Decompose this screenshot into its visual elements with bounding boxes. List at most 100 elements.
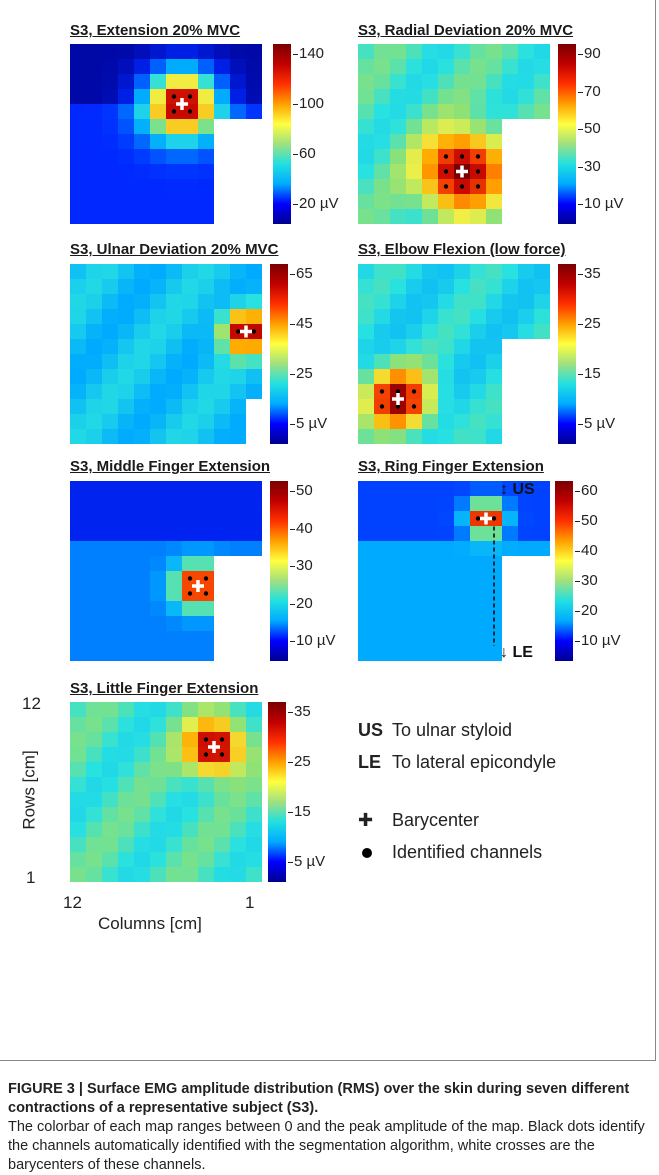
identified-channel-dot — [443, 154, 449, 159]
col-left-label: 12 — [63, 893, 82, 912]
heatmap-cell — [454, 309, 470, 324]
barycenter-cross — [208, 741, 220, 753]
heatmap-cell — [214, 59, 230, 74]
heatmap-cell — [118, 179, 134, 194]
heatmap-cell — [230, 792, 246, 807]
heatmap-cell — [182, 134, 198, 149]
colorbar-tick: 65 — [290, 265, 313, 282]
heatmap-cell — [86, 194, 102, 209]
heatmap-cell — [86, 481, 102, 496]
heatmap-cell — [230, 526, 246, 541]
heatmap-cell — [182, 179, 198, 194]
heatmap-cell — [374, 369, 390, 384]
heatmap-cell — [118, 429, 134, 444]
heatmap-cell — [198, 384, 214, 399]
heatmap-cell — [438, 119, 454, 134]
heatmap-cell — [470, 44, 486, 59]
heatmap-cell — [454, 399, 470, 414]
heatmap-cell — [86, 616, 102, 631]
heatmap-cell — [166, 59, 182, 74]
heatmap-cell — [230, 59, 246, 74]
heatmap-cell — [150, 89, 166, 104]
barycenter-cross — [456, 165, 468, 178]
heatmap-cell — [470, 119, 486, 134]
heatmap-cell — [134, 414, 150, 429]
heatmap-cell — [470, 556, 486, 571]
heatmap-cell — [358, 571, 374, 586]
heatmap-cell — [534, 526, 550, 541]
heatmap-cell — [374, 294, 390, 309]
heatmap-cell — [470, 526, 486, 541]
heatmap-cell — [150, 149, 166, 164]
heatmap-cell — [214, 104, 230, 119]
heatmap-cell — [230, 717, 246, 732]
identified-channel-dot — [251, 329, 257, 334]
heatmap-cell — [102, 747, 118, 762]
heatmap-cell — [486, 429, 502, 444]
heatmap-cell — [214, 837, 230, 852]
heatmap-cell — [438, 59, 454, 74]
legend-barycenter: ✚ Barycenter — [358, 810, 480, 830]
heatmap-cell — [134, 279, 150, 294]
heatmap-cell — [422, 264, 438, 279]
row-top-label: 12 — [22, 694, 41, 713]
heatmap-cell — [438, 209, 454, 224]
heatmap-cell — [534, 294, 550, 309]
heatmap-cell — [198, 631, 214, 646]
heatmap-cell — [198, 119, 214, 134]
heatmap-cell — [166, 822, 182, 837]
heatmap-cell — [86, 867, 102, 882]
heatmap-cell — [486, 209, 502, 224]
colorbar-tick: 90 — [578, 45, 601, 62]
heatmap-cell — [518, 309, 534, 324]
heatmap-cell — [182, 119, 198, 134]
heatmap-cell — [198, 792, 214, 807]
heatmap-cell — [454, 541, 470, 556]
heatmap-cell — [518, 59, 534, 74]
heatmap-cell — [246, 339, 262, 354]
heatmap-cell — [518, 44, 534, 59]
heatmap-cell — [390, 264, 406, 279]
heatmap-cell — [422, 601, 438, 616]
heatmap-cell — [422, 631, 438, 646]
heatmap-cell — [118, 119, 134, 134]
heatmap-cell — [198, 74, 214, 89]
heatmap-cell — [70, 807, 86, 822]
heatmap-cell — [198, 354, 214, 369]
heatmap-cell — [150, 586, 166, 601]
heatmap-cell — [358, 556, 374, 571]
heatmap-cell — [534, 89, 550, 104]
heatmap-cell — [150, 631, 166, 646]
heatmap-cell — [230, 777, 246, 792]
heatmap-cell — [374, 194, 390, 209]
heatmap-cell — [214, 279, 230, 294]
heatmap-cell — [518, 526, 534, 541]
heatmap-cell — [470, 601, 486, 616]
identified-channel-dot — [395, 404, 401, 409]
heatmap-cell — [134, 586, 150, 601]
heatmap-cell — [118, 732, 134, 747]
heatmap-cell — [134, 44, 150, 59]
heatmap-cell — [486, 119, 502, 134]
row-bottom-label: 1 — [26, 868, 36, 887]
heatmap-cell — [230, 511, 246, 526]
heatmap-cell — [134, 264, 150, 279]
heatmap-cell — [102, 807, 118, 822]
heatmap-cell — [374, 149, 390, 164]
heatmap-cell — [86, 822, 102, 837]
heatmap-cell — [198, 526, 214, 541]
heatmap-cell — [134, 631, 150, 646]
heatmap-cell — [102, 496, 118, 511]
heatmap-cell — [406, 339, 422, 354]
heatmap-cell — [390, 556, 406, 571]
heatmap-cell — [198, 556, 214, 571]
heatmap-cell — [246, 511, 262, 526]
heatmap-cell — [406, 179, 422, 194]
heatmap-cell — [422, 104, 438, 119]
heatmap-cell — [182, 149, 198, 164]
heatmap-cell — [102, 429, 118, 444]
heatmap-cell — [86, 339, 102, 354]
heatmap-cell — [86, 586, 102, 601]
heatmap-cell — [406, 511, 422, 526]
heatmap-cell — [198, 294, 214, 309]
